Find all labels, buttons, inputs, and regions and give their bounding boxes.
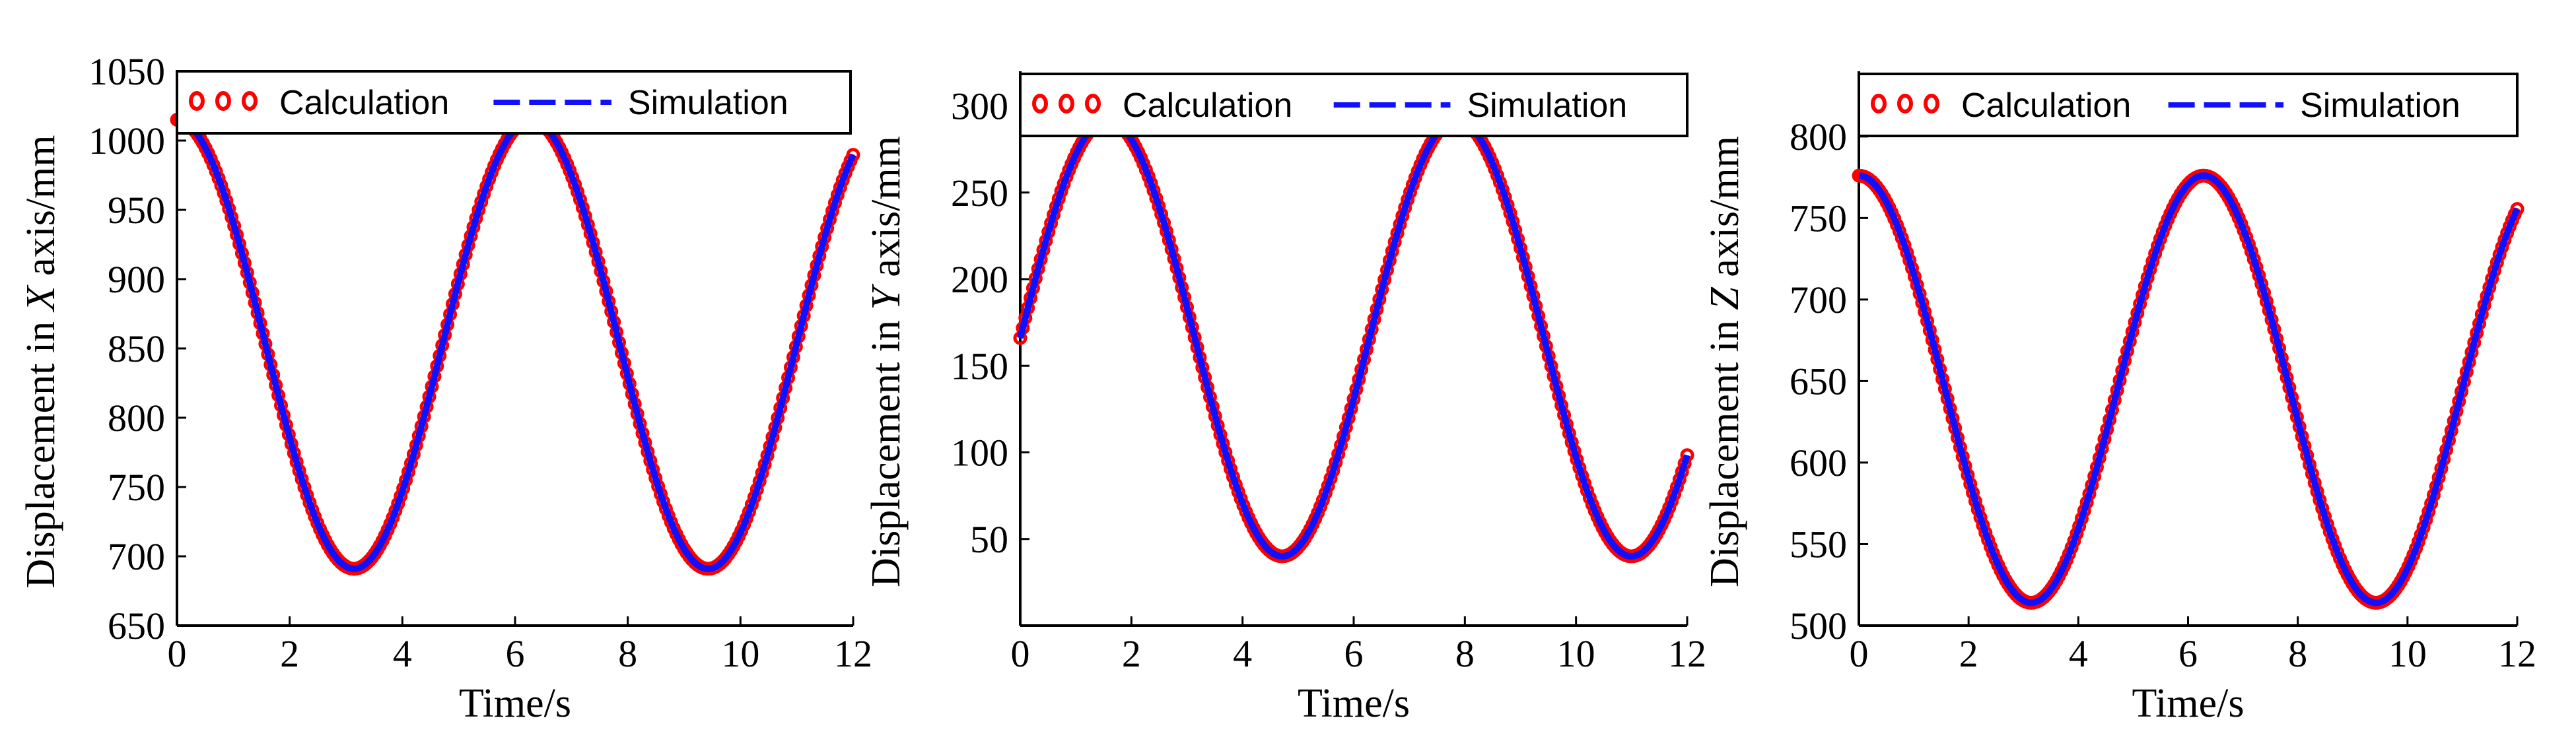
x-tick-label: 0 bbox=[1011, 632, 1030, 675]
x-tick-label: 2 bbox=[1122, 632, 1141, 675]
legend-calculation-marker bbox=[1897, 94, 1913, 114]
x-tick-label: 2 bbox=[1959, 632, 1978, 675]
x-tick-label: 8 bbox=[2288, 632, 2307, 675]
y-tick-label: 1000 bbox=[88, 119, 165, 162]
chart-3: 500 550 600 650 700 750 800 0 2 4 6 8 10 12 Time/s Disp… bbox=[1702, 71, 2536, 726]
y-axis-title-suffix: axis/mm bbox=[864, 136, 909, 287]
y-tick-label: 900 bbox=[108, 258, 165, 301]
y-axis-title-prefix: Displacement in bbox=[1702, 310, 1747, 587]
legend-calculation-marker bbox=[1085, 94, 1101, 114]
legend-calculation-marker bbox=[1924, 94, 1939, 114]
simulation-line bbox=[176, 116, 856, 572]
legend-calculation-marker bbox=[189, 91, 205, 111]
y-tick-label: 600 bbox=[1790, 441, 1847, 484]
x-tick-label: 6 bbox=[506, 632, 525, 675]
x-tick-label: 0 bbox=[168, 632, 187, 675]
x-tick-label: 6 bbox=[1344, 632, 1364, 675]
x-tick-label: 2 bbox=[280, 632, 299, 675]
y-tick-label: 150 bbox=[951, 344, 1008, 387]
x-tick-label: 4 bbox=[393, 632, 412, 675]
legend-calculation-label: Calculation bbox=[1123, 86, 1292, 125]
y-tick-label: 750 bbox=[1790, 197, 1847, 240]
chart-1: 650 700 750 800 850 900 950 1000 1050 0 2 4 6 8 10 12 Ti… bbox=[18, 50, 872, 726]
simulation-line bbox=[1017, 116, 1690, 560]
simulation-line bbox=[1858, 172, 2521, 606]
y-axis-title: Displacement in Z axis/mm bbox=[1702, 136, 1747, 587]
legend-simulation-label: Simulation bbox=[2300, 86, 2460, 125]
legend-calculation-marker bbox=[215, 91, 231, 111]
legend-calculation-label: Calculation bbox=[1961, 86, 2131, 125]
x-tick-label: 4 bbox=[1233, 632, 1252, 675]
y-tick-label: 300 bbox=[951, 85, 1008, 128]
x-tick-label: 4 bbox=[2069, 632, 2088, 675]
x-tick-label: 10 bbox=[1557, 632, 1595, 675]
x-tick-label: 12 bbox=[1668, 632, 1706, 675]
legend-calculation-marker bbox=[1059, 94, 1074, 114]
x-tick-label: 12 bbox=[2498, 632, 2536, 675]
calculation-series bbox=[1852, 168, 2524, 610]
y-tick-label: 50 bbox=[970, 518, 1008, 561]
y-axis-title-variable: Z bbox=[1702, 287, 1747, 310]
x-axis-title: Time/s bbox=[459, 681, 571, 726]
legend-simulation-label: Simulation bbox=[1467, 86, 1627, 125]
y-axis-title-prefix: Displacement in bbox=[864, 310, 909, 587]
y-tick-label: 650 bbox=[1790, 360, 1847, 403]
y-axis-title-prefix: Displacement in bbox=[18, 311, 63, 588]
y-tick-label: 100 bbox=[951, 432, 1008, 474]
y-tick-label: 650 bbox=[108, 604, 165, 647]
y-tick-label: 850 bbox=[108, 327, 165, 370]
x-tick-label: 0 bbox=[1850, 632, 1869, 675]
chart-2: 50 100 150 200 250 300 0 2 4 6 8 10 12 Time/s Displace… bbox=[864, 71, 1706, 726]
y-axis-title-variable: X bbox=[18, 284, 63, 313]
y-tick-label: 800 bbox=[1790, 115, 1847, 158]
y-tick-label: 1050 bbox=[88, 50, 165, 93]
legend-simulation-label: Simulation bbox=[628, 84, 788, 122]
x-tick-label: 8 bbox=[618, 632, 637, 675]
y-axis-title-suffix: axis/mm bbox=[1702, 136, 1747, 287]
y-tick-label: 950 bbox=[108, 189, 165, 232]
y-axis-title: Displacement in Y axis/mm bbox=[864, 136, 909, 587]
y-tick-label: 250 bbox=[951, 172, 1008, 214]
x-tick-label: 8 bbox=[1455, 632, 1475, 675]
y-tick-label: 800 bbox=[108, 397, 165, 440]
y-tick-label: 200 bbox=[951, 258, 1008, 301]
legend-calculation-marker bbox=[242, 91, 258, 111]
y-tick-label: 700 bbox=[108, 535, 165, 578]
legend-calculation-marker bbox=[1871, 94, 1887, 114]
x-axis-title: Time/s bbox=[2132, 681, 2244, 726]
y-tick-label: 750 bbox=[108, 466, 165, 509]
legend: Calculation Simulation bbox=[1858, 73, 2519, 137]
x-tick-label: 10 bbox=[2388, 632, 2427, 675]
x-axis-title: Time/s bbox=[1298, 681, 1410, 726]
legend-calculation-marker bbox=[1032, 94, 1048, 114]
legend: Calculation Simulation bbox=[1019, 73, 1688, 137]
x-tick-label: 6 bbox=[2178, 632, 2198, 675]
y-tick-label: 500 bbox=[1790, 604, 1847, 647]
y-axis-title-suffix: axis/mm bbox=[18, 135, 63, 286]
calculation-series bbox=[170, 113, 860, 576]
y-axis-title-variable: Y bbox=[864, 284, 909, 310]
x-tick-label: 12 bbox=[834, 632, 872, 675]
legend: Calculation Simulation bbox=[176, 70, 852, 135]
y-tick-label: 550 bbox=[1790, 523, 1847, 566]
y-tick-label: 700 bbox=[1790, 278, 1847, 321]
y-axis-title: Displacement in X axis/mm bbox=[18, 135, 63, 588]
legend-calculation-label: Calculation bbox=[279, 84, 449, 122]
x-tick-label: 10 bbox=[721, 632, 759, 675]
